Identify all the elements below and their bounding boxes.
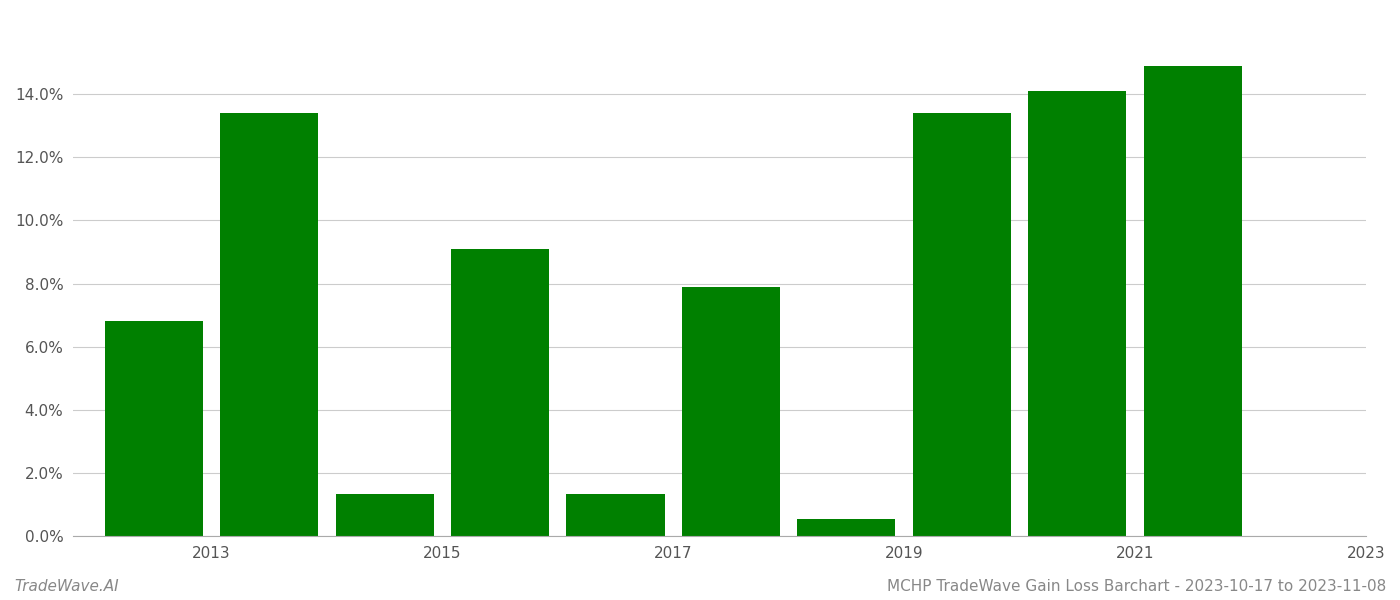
Bar — [1144, 65, 1242, 536]
Text: TradeWave.AI: TradeWave.AI — [14, 579, 119, 594]
Bar — [451, 249, 549, 536]
Bar — [105, 322, 203, 536]
Bar — [567, 494, 665, 536]
Text: MCHP TradeWave Gain Loss Barchart - 2023-10-17 to 2023-11-08: MCHP TradeWave Gain Loss Barchart - 2023… — [886, 579, 1386, 594]
Bar — [797, 519, 896, 536]
Bar — [336, 494, 434, 536]
Bar — [682, 287, 780, 536]
Bar — [220, 113, 318, 536]
Bar — [1028, 91, 1126, 536]
Bar — [913, 113, 1011, 536]
